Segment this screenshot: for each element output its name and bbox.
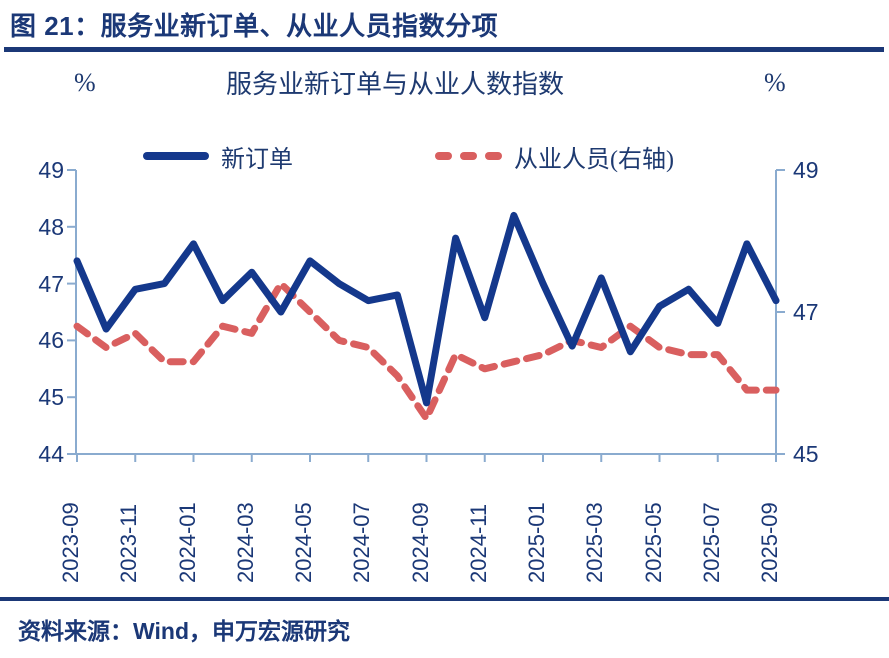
footer-divider (0, 597, 889, 601)
left-axis-tick-label: 47 (38, 270, 64, 297)
x-axis-tick-label: 2024-05 (291, 502, 316, 583)
left-axis-tick-label: 44 (38, 441, 64, 467)
new-orders-legend-label: 新订单 (221, 146, 293, 173)
x-axis-tick-label: 2024-11 (465, 503, 491, 583)
new-orders-series-line (73, 211, 780, 407)
right-axis-tick-label: 47 (793, 299, 819, 325)
left-axis-tick-label: 45 (38, 384, 64, 411)
employment-dash-swatch (435, 152, 502, 160)
x-axis-tick-label: 2023-09 (58, 502, 83, 583)
chart-title: 服务业新订单与从业人数指数 (225, 70, 564, 99)
right-axis-tick-label: 49 (793, 157, 819, 183)
left-axis-unit: % (74, 68, 96, 97)
x-axis-tick-label: 2024-09 (407, 502, 433, 583)
new-orders-line-swatch (143, 152, 209, 160)
x-axis-tick-label: 2024-01 (174, 502, 200, 583)
x-axis-tick-label: 2024-07 (349, 502, 375, 583)
x-axis-tick-label: 2025-09 (757, 502, 782, 583)
x-axis-tick-label: 2025-01 (524, 502, 549, 583)
right-axis-unit: % (764, 68, 786, 97)
x-axis-tick-label: 2025-07 (698, 502, 724, 583)
figure-caption: 图 21：服务业新订单、从业人员指数分项 (10, 11, 499, 41)
left-axis-tick-label: 48 (38, 213, 64, 240)
legend-item-new-orders: 新订单 (143, 142, 293, 173)
employment-legend-label: 从业人员(右轴) (514, 146, 674, 173)
legend-item-employment: 从业人员(右轴) (435, 142, 674, 173)
right-axis-tick-label: 45 (793, 441, 819, 467)
axes (67, 169, 785, 462)
x-axis-tick-label: 2024-03 (232, 502, 258, 583)
x-axis-tick-label: 2025-05 (640, 502, 666, 583)
x-axis-tick-label: 2023-11 (116, 503, 142, 583)
left-axis-tick-label: 49 (38, 157, 64, 183)
left-axis-tick-label: 46 (38, 327, 64, 354)
caption-underline (4, 47, 884, 52)
data-source: 资料来源：Wind，申万宏源研究 (18, 618, 350, 644)
x-axis-tick-label: 2025-03 (582, 502, 608, 583)
employment-series-line (73, 280, 780, 422)
